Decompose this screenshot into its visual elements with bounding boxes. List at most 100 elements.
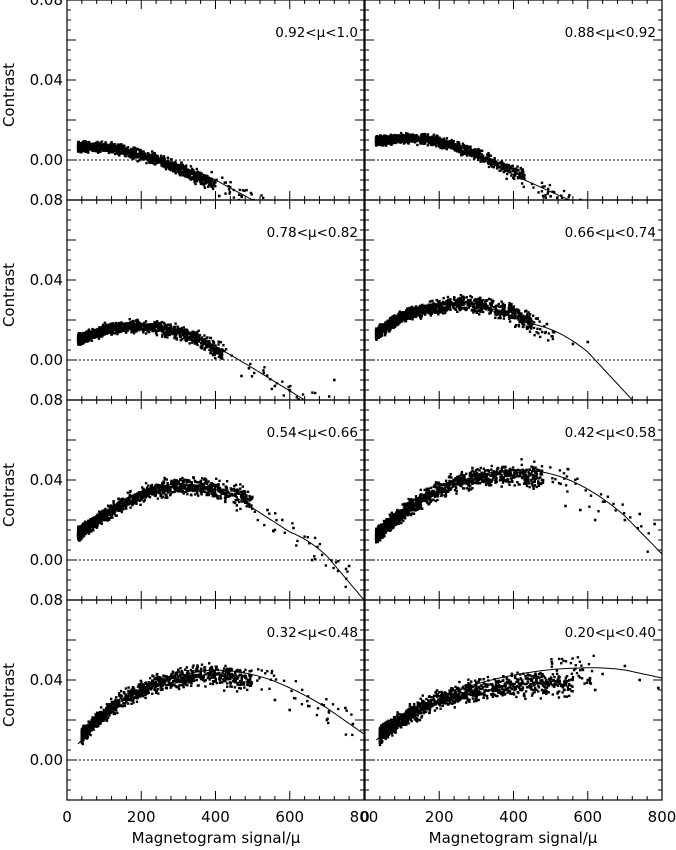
data-point [477,156,481,160]
data-point [195,177,198,180]
data-point [135,147,138,150]
data-point [192,340,195,343]
data-point [402,142,406,145]
data-point [120,150,123,153]
data-point [102,329,105,332]
data-point [418,140,422,144]
data-point [497,316,500,320]
data-point [519,166,522,170]
data-point [260,194,263,197]
data-point [306,401,308,403]
plot-area [365,131,662,205]
data-point [190,171,194,174]
data-point [107,151,111,155]
data-point [425,309,428,312]
data-point [161,165,165,168]
data-point [151,150,154,153]
data-point [156,157,160,160]
data-point [541,185,544,188]
data-point [110,149,113,153]
data-point [445,305,449,308]
data-point [455,145,459,148]
data-point [415,137,418,140]
data-point [116,332,119,336]
data-point [155,325,158,329]
data-point [445,300,448,303]
data-point [162,321,165,324]
data-point [91,146,94,149]
data-point [578,203,580,205]
data-point [436,137,439,140]
plot-area [67,140,364,200]
data-point [414,134,417,137]
data-point [90,143,93,146]
data-point [83,338,86,341]
data-point [152,152,155,156]
mu-range-annotation: 0.88<μ<0.92 [565,25,656,41]
data-point [211,185,214,188]
mu-range-annotation: 0.92<μ<1.0 [275,25,358,41]
data-point [162,155,166,158]
data-point [416,143,419,147]
data-point [492,165,495,169]
data-point [184,168,188,171]
data-point [88,144,92,147]
data-point [481,149,484,152]
data-point [228,190,232,194]
data-point [439,146,442,150]
data-point [510,165,513,168]
data-point [208,345,212,348]
data-point [184,166,187,169]
fit-curve [77,323,305,400]
data-point [184,333,187,336]
data-point [173,336,176,339]
data-point [118,327,122,330]
data-point [94,333,97,336]
data-point [94,144,97,147]
data-point [118,150,122,153]
data-point [507,169,511,172]
data-point [160,161,163,165]
data-point [131,157,134,161]
data-point [399,140,402,144]
data-point [188,336,192,339]
data-point [220,348,224,351]
data-point [481,154,485,157]
panel-4: 0.66<μ<0.74 [364,199,663,401]
data-point [124,324,127,328]
data-point [537,191,540,194]
data-point [175,165,178,168]
data-point [161,329,164,333]
data-point [144,325,147,328]
data-point [397,136,400,140]
data-point [81,145,84,149]
data-point [433,143,436,146]
data-point [497,162,500,165]
data-point [164,168,168,171]
data-point [185,339,188,343]
data-point [113,328,116,332]
data-point [281,380,284,383]
outlier-point [553,201,556,204]
data-point [87,151,90,154]
data-point [200,347,204,350]
data-point [160,326,163,329]
data-point [469,148,472,151]
data-point [407,133,410,136]
data-point [199,171,202,174]
data-point [247,367,251,370]
data-point [218,353,221,356]
data-point [424,313,427,316]
data-point [178,330,181,334]
data-point [465,154,469,157]
data-point [205,343,208,346]
data-point [387,320,391,324]
data-point [104,323,108,326]
data-point [383,134,386,137]
data-point [77,146,80,149]
outlier-point [217,194,221,198]
data-point [417,135,420,138]
data-point [122,322,125,326]
data-point [517,169,520,172]
data-point [191,330,194,334]
